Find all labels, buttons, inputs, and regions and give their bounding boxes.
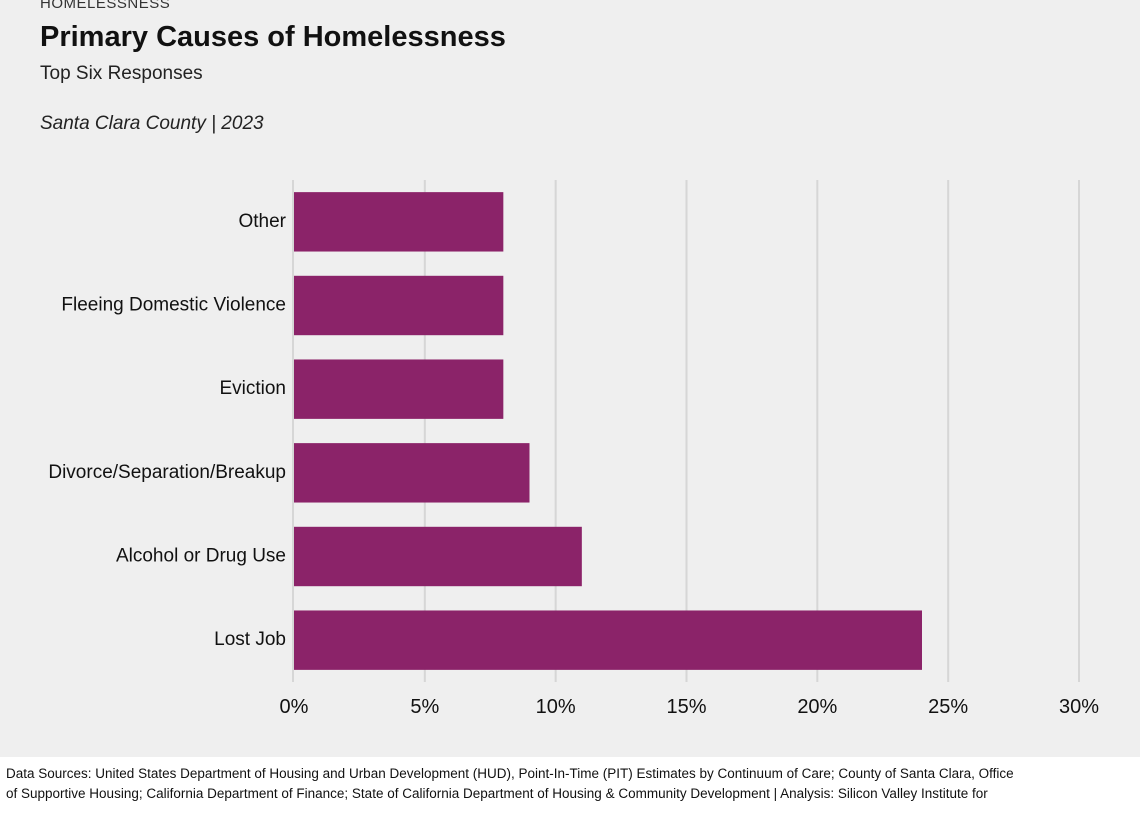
category-label: Other (238, 211, 286, 232)
chart-title: Primary Causes of Homelessness (40, 21, 506, 53)
bar (294, 610, 922, 670)
data-sources-line-1: Data Sources: United States Department o… (6, 766, 1014, 781)
chart-location-year: Santa Clara County | 2023 (40, 113, 264, 134)
x-tick-label: 10% (536, 696, 576, 718)
x-tick-label: 0% (280, 696, 309, 718)
category-label: Divorce/Separation/Breakup (48, 462, 286, 483)
bar (294, 275, 504, 336)
section-kicker: HOMELESSNESS (40, 0, 171, 12)
data-sources-note: Data Sources: United States Department o… (6, 764, 1131, 804)
bar (294, 192, 504, 252)
category-label: Alcohol or Drug Use (116, 546, 286, 567)
category-label: Lost Job (214, 629, 286, 650)
data-sources-line-2: of Supportive Housing; California Depart… (6, 786, 988, 801)
x-tick-label: 25% (928, 696, 968, 718)
x-tick-label: 20% (797, 696, 837, 718)
category-label: Eviction (219, 378, 286, 399)
bar-chart: Other Fleeing Domestic Violence Eviction Di… (48, 180, 1099, 718)
bar (294, 359, 504, 419)
chart-subtitle: Top Six Responses (40, 63, 203, 84)
x-tick-label: 30% (1059, 696, 1099, 718)
x-tick-label: 5% (410, 696, 439, 718)
bar (294, 526, 582, 587)
bar (294, 443, 530, 503)
x-tick-label: 15% (666, 696, 706, 718)
category-label: Fleeing Domestic Violence (61, 295, 286, 316)
